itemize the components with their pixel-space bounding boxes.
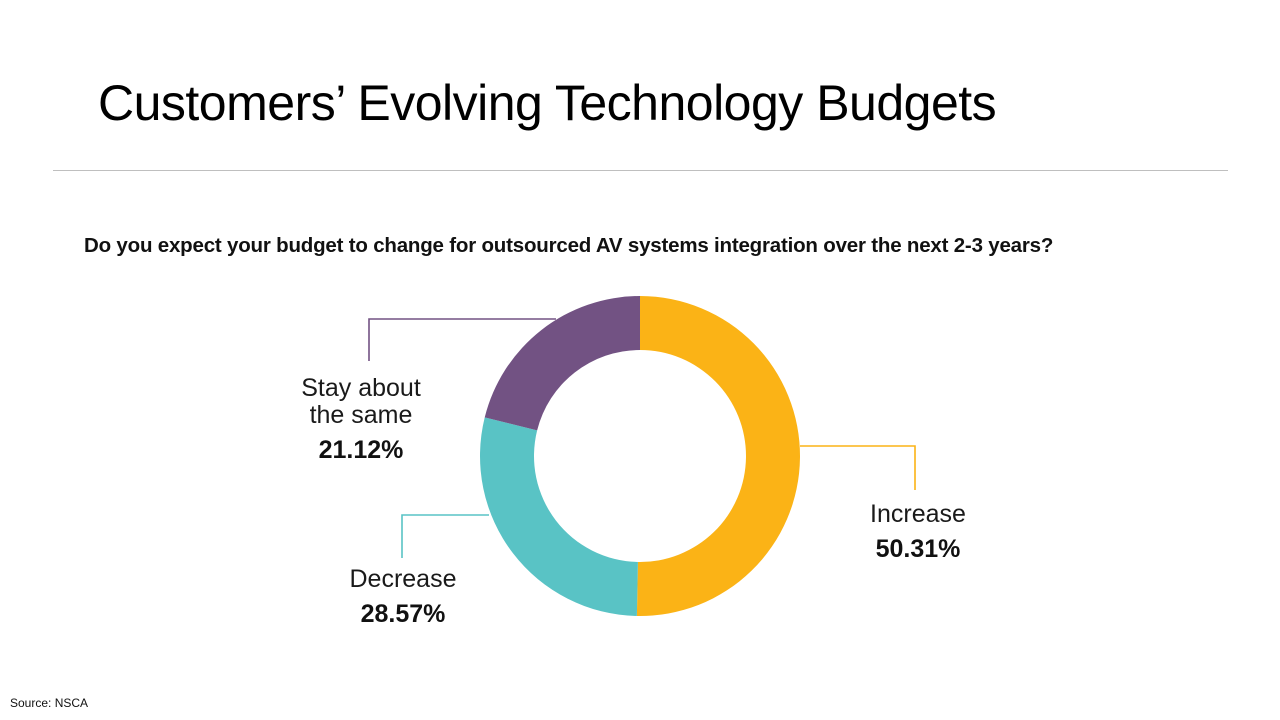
slide-title: Customers’ Evolving Technology Budgets — [98, 75, 997, 131]
leader-lines — [368, 318, 916, 558]
slice-increase — [636, 296, 801, 616]
chart-title: Do you expect your budget to change for … — [84, 234, 1054, 257]
label-stay-name-line1: Stay about — [301, 374, 421, 402]
label-increase-value: 50.31% — [876, 535, 961, 563]
label-decrease-value: 28.57% — [361, 600, 446, 628]
source-note: Source: NSCA — [10, 696, 89, 710]
slice-decrease — [480, 417, 638, 616]
title-divider — [53, 170, 1228, 171]
label-decrease-name: Decrease — [350, 565, 457, 593]
label-stay-value: 21.12% — [319, 436, 404, 464]
leader-line-decrease — [401, 514, 489, 558]
slice-stay-about-the-same — [484, 296, 640, 431]
label-increase-name: Increase — [870, 500, 966, 528]
donut-slices — [480, 296, 801, 616]
label-stay-name-line2: the same — [310, 401, 413, 429]
leader-line-stay — [368, 318, 556, 361]
leader-line-increase — [800, 445, 916, 490]
